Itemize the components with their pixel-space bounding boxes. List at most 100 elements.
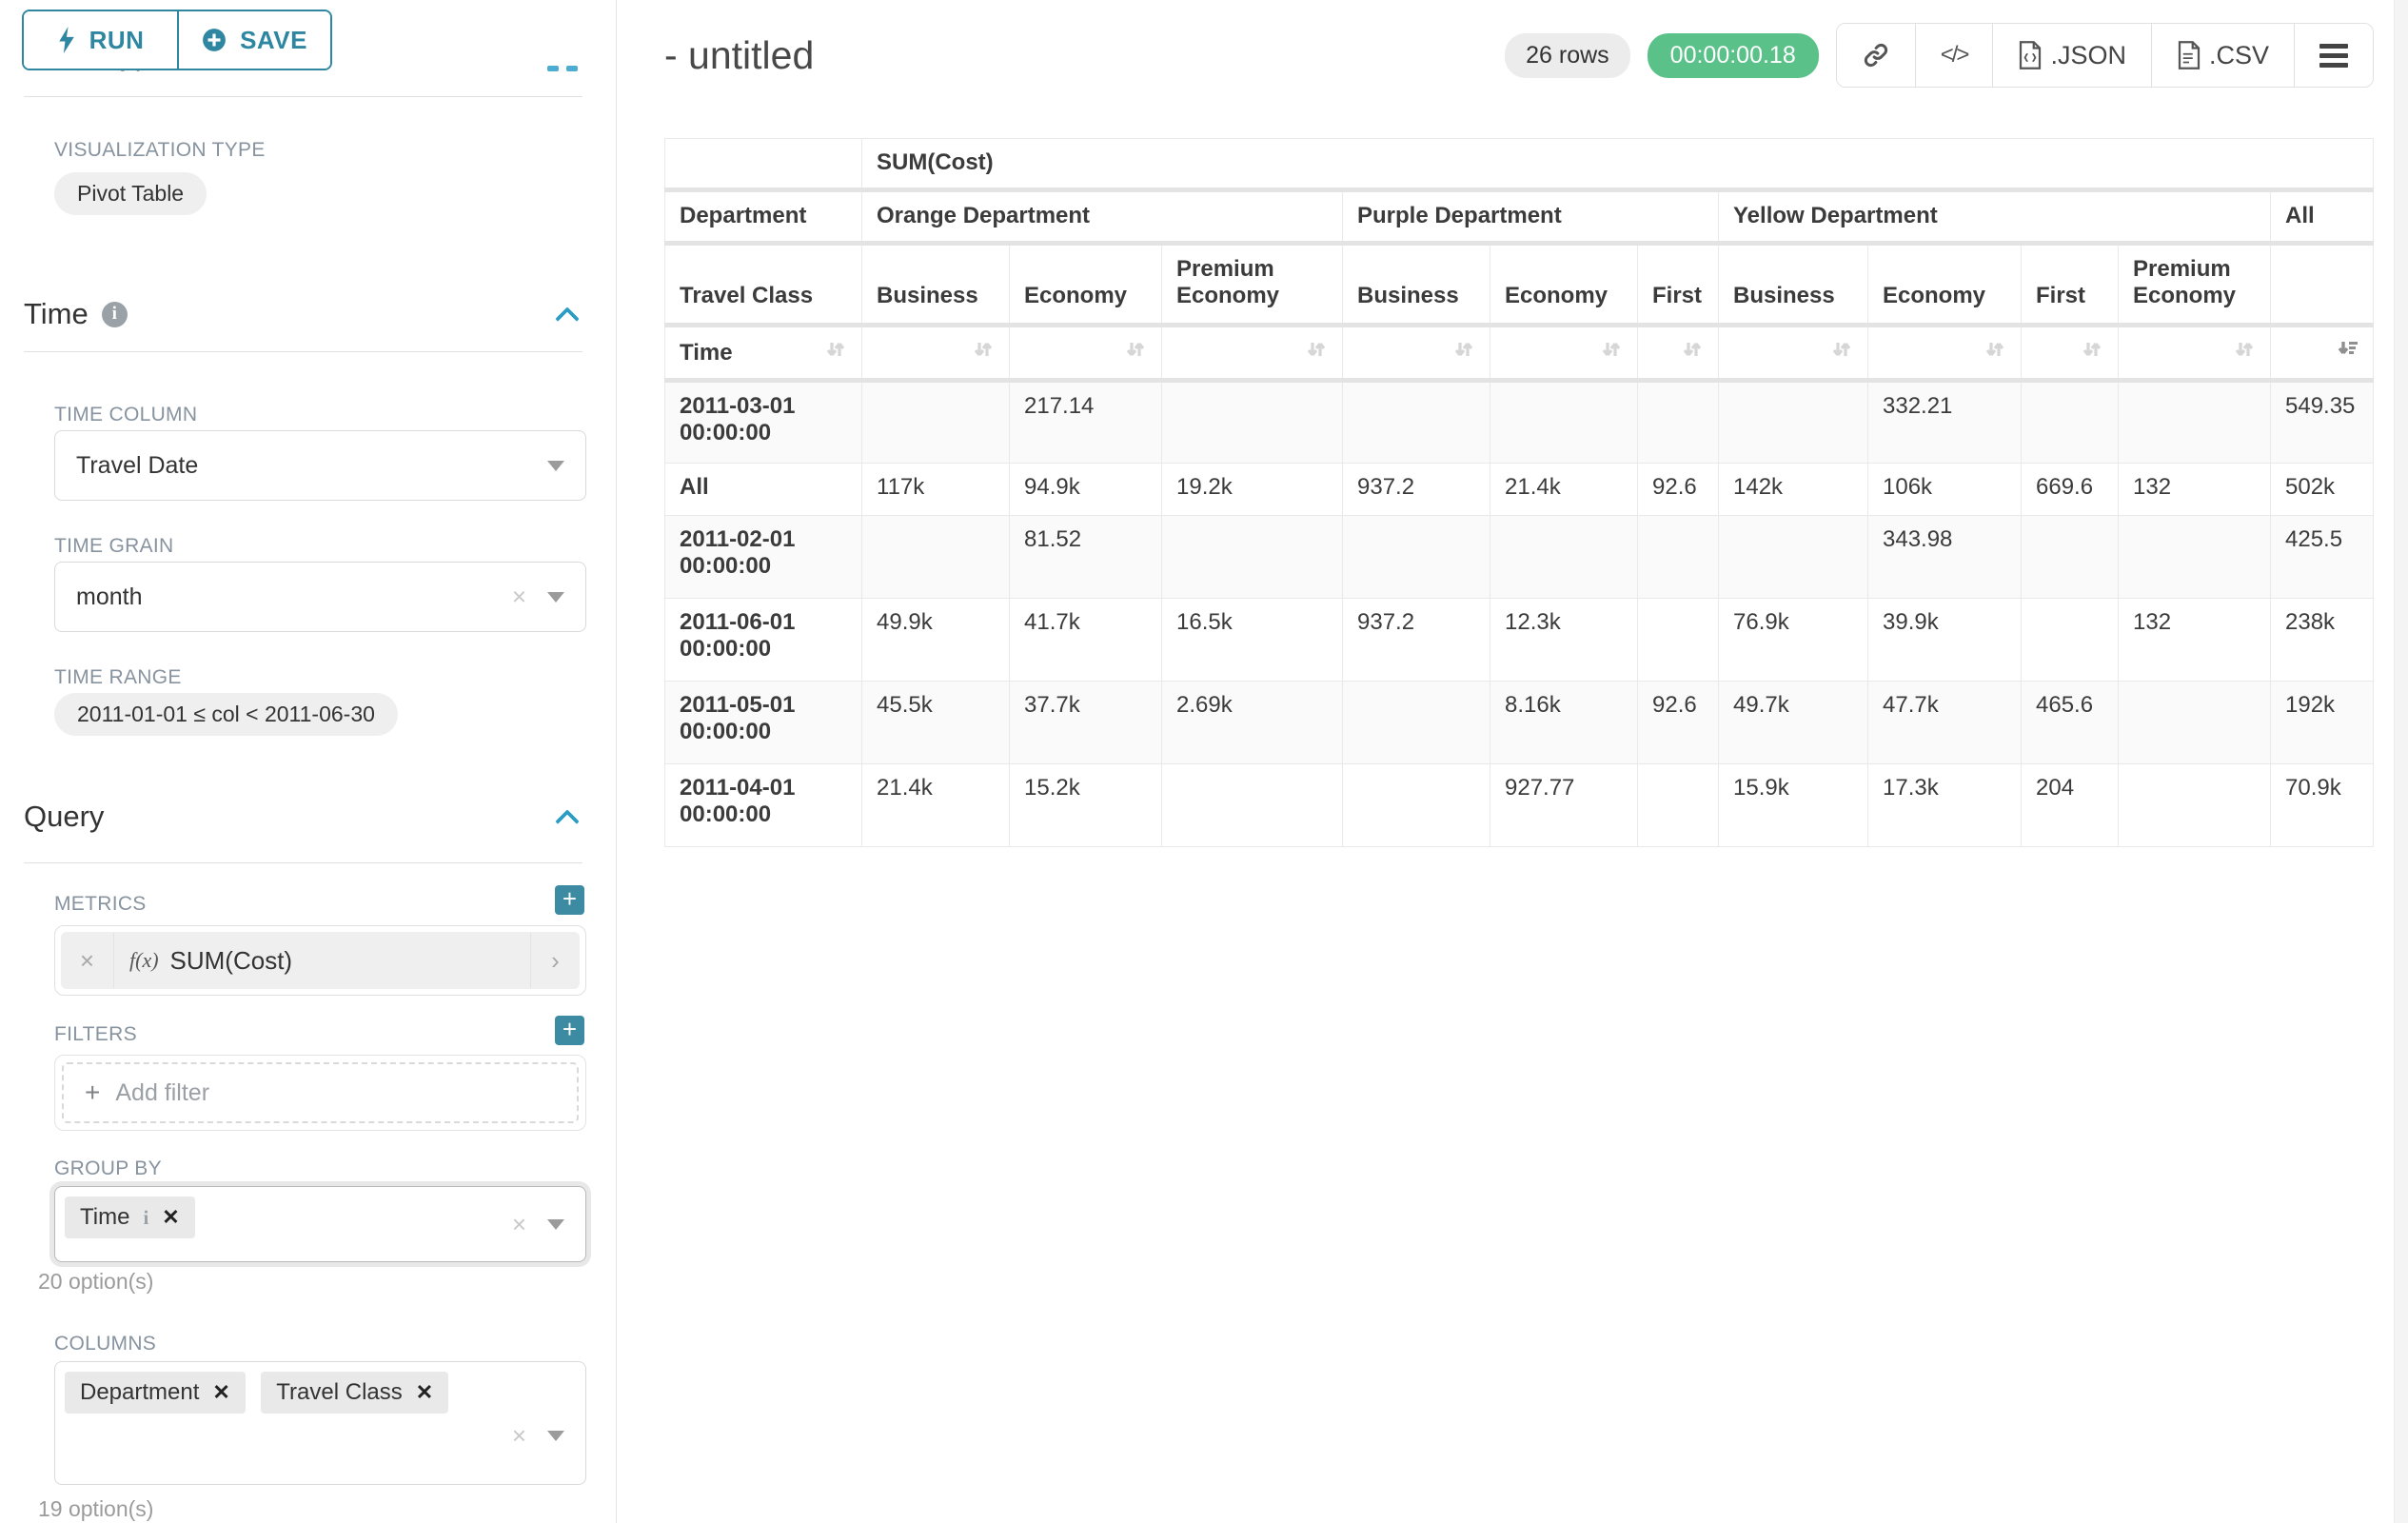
export-json-button[interactable]: .JSON bbox=[1992, 24, 2151, 87]
value-cell: 15.2k bbox=[1009, 763, 1162, 847]
department-group-header: Purple Department bbox=[1342, 189, 1719, 246]
sort-icon[interactable] bbox=[1830, 338, 1853, 367]
sort-icon[interactable] bbox=[1600, 338, 1623, 367]
value-cell bbox=[1342, 380, 1490, 464]
column-sort-header[interactable] bbox=[1009, 325, 1162, 383]
control-panel: Chart Type RUN SAVE VISUALIZATION TYPE P… bbox=[0, 0, 617, 1523]
time-sort-header[interactable]: Time bbox=[664, 325, 862, 383]
visualization-type-label: VISUALIZATION TYPE bbox=[54, 139, 266, 161]
columns-options-hint: 19 option(s) bbox=[38, 1496, 154, 1521]
column-sort-header[interactable] bbox=[1718, 325, 1868, 383]
collapse-time-chevron-icon[interactable] bbox=[559, 305, 578, 324]
value-cell: 106k bbox=[1867, 463, 2022, 516]
sort-icon[interactable] bbox=[1124, 338, 1147, 367]
clear-icon[interactable]: × bbox=[511, 1210, 526, 1238]
column-sort-header[interactable] bbox=[861, 325, 1010, 383]
table-row: 2011-03-01 00:00:00 217.14 332.21 549.35 bbox=[664, 380, 2374, 464]
sort-icon[interactable] bbox=[1452, 338, 1475, 367]
sort-icon[interactable] bbox=[824, 338, 847, 367]
value-cell: 425.5 bbox=[2270, 515, 2374, 599]
remove-tag-icon[interactable]: ✕ bbox=[162, 1205, 180, 1229]
clear-icon[interactable]: × bbox=[511, 1421, 526, 1450]
value-cell: 669.6 bbox=[2021, 463, 2119, 516]
column-sort-header[interactable] bbox=[1161, 325, 1343, 383]
time-grain-label: TIME GRAIN bbox=[54, 535, 174, 557]
query-section-heading: Query bbox=[24, 800, 104, 834]
department-group-header: All bbox=[2270, 189, 2374, 246]
column-sort-header[interactable] bbox=[2270, 325, 2374, 383]
save-button[interactable]: SAVE bbox=[177, 11, 330, 69]
table-row: 2011-04-01 00:00:00 21.4k 15.2k 927.77 15.9k… bbox=[664, 763, 2374, 847]
run-button[interactable]: RUN bbox=[24, 11, 177, 69]
remove-tag-icon[interactable]: ✕ bbox=[212, 1380, 230, 1404]
value-cell: 17.3k bbox=[1867, 763, 2022, 847]
column-sort-header[interactable] bbox=[2021, 325, 2119, 383]
value-cell bbox=[2021, 515, 2119, 599]
add-metric-button[interactable]: + bbox=[555, 885, 584, 915]
metrics-control: × f(x) SUM(Cost) › bbox=[54, 925, 586, 996]
travel-class-header: Economy bbox=[1490, 243, 1638, 327]
collapse-query-chevron-icon[interactable] bbox=[559, 807, 578, 826]
info-icon[interactable]: i bbox=[143, 1205, 149, 1229]
add-filter-plus-button[interactable]: + bbox=[555, 1016, 584, 1045]
column-sort-header[interactable] bbox=[1637, 325, 1719, 383]
add-filter-button[interactable]: + Add filter bbox=[62, 1062, 579, 1123]
value-cell bbox=[2118, 681, 2271, 764]
copy-link-button[interactable] bbox=[1836, 24, 1915, 87]
sort-icon[interactable] bbox=[972, 338, 995, 367]
sort-icon[interactable] bbox=[1681, 338, 1704, 367]
value-cell: 21.4k bbox=[861, 763, 1010, 847]
more-options-button[interactable] bbox=[2294, 24, 2373, 87]
columns-select[interactable]: Department ✕ Travel Class ✕ × bbox=[54, 1361, 586, 1485]
value-cell: 332.21 bbox=[1867, 380, 2022, 464]
value-cell: 238k bbox=[2270, 598, 2374, 682]
remove-metric-icon[interactable]: × bbox=[61, 933, 114, 988]
value-cell: 117k bbox=[861, 463, 1010, 516]
column-sort-header[interactable] bbox=[1867, 325, 2022, 383]
value-cell: 45.5k bbox=[861, 681, 1010, 764]
group-by-select[interactable]: Time i ✕ × bbox=[54, 1186, 586, 1262]
group-by-tag[interactable]: Time i ✕ bbox=[65, 1197, 195, 1238]
column-sort-header[interactable] bbox=[2118, 325, 2271, 383]
info-icon[interactable]: i bbox=[101, 301, 128, 327]
value-cell bbox=[1490, 515, 1638, 599]
sort-icon[interactable] bbox=[2233, 338, 2256, 367]
travel-class-header: Premium Economy bbox=[2118, 243, 2271, 327]
time-range-value[interactable]: 2011-01-01 ≤ col < 2011-06-30 bbox=[54, 693, 398, 736]
pivot-table-container: SUM(Cost) Department Orange Department Purp… bbox=[664, 138, 2374, 847]
metric-pill[interactable]: × f(x) SUM(Cost) › bbox=[61, 932, 580, 989]
visualization-type-value[interactable]: Pivot Table bbox=[54, 172, 207, 215]
page-scrollbar[interactable] bbox=[2394, 0, 2408, 1523]
plus-circle-icon bbox=[203, 29, 226, 51]
time-column-select[interactable]: Travel Date bbox=[54, 430, 586, 501]
value-cell bbox=[2118, 515, 2271, 599]
metrics-label: METRICS bbox=[54, 893, 147, 915]
column-sort-header[interactable] bbox=[1342, 325, 1490, 383]
sort-desc-icon[interactable] bbox=[2336, 338, 2359, 367]
columns-tag[interactable]: Department ✕ bbox=[65, 1372, 246, 1414]
travel-class-corner: Travel Class bbox=[664, 243, 862, 327]
sort-icon[interactable] bbox=[2081, 338, 2103, 367]
column-sort-header[interactable] bbox=[1490, 325, 1638, 383]
save-label: SAVE bbox=[240, 25, 307, 54]
value-cell: 39.9k bbox=[1867, 598, 2022, 682]
sort-icon[interactable] bbox=[1984, 338, 2006, 367]
department-group-header: Orange Department bbox=[861, 189, 1343, 246]
sort-icon[interactable] bbox=[1305, 338, 1328, 367]
department-group-header: Yellow Department bbox=[1718, 189, 2271, 246]
time-grain-select[interactable]: month × bbox=[54, 562, 586, 632]
columns-tag[interactable]: Travel Class ✕ bbox=[261, 1372, 449, 1414]
chevron-right-icon[interactable]: › bbox=[530, 933, 580, 988]
section-divider bbox=[24, 96, 582, 97]
chevron-down-icon bbox=[547, 1431, 564, 1441]
metric-header: SUM(Cost) bbox=[861, 138, 2374, 192]
export-csv-button[interactable]: .CSV bbox=[2150, 24, 2294, 87]
value-cell: 937.2 bbox=[1342, 463, 1490, 516]
value-cell: 41.7k bbox=[1009, 598, 1162, 682]
section-divider bbox=[24, 862, 582, 863]
remove-tag-icon[interactable]: ✕ bbox=[415, 1380, 434, 1404]
value-cell bbox=[1161, 515, 1343, 599]
value-cell: 132 bbox=[2118, 463, 2271, 516]
embed-code-button[interactable]: </> bbox=[1914, 24, 1993, 87]
clear-icon[interactable]: × bbox=[511, 582, 526, 611]
